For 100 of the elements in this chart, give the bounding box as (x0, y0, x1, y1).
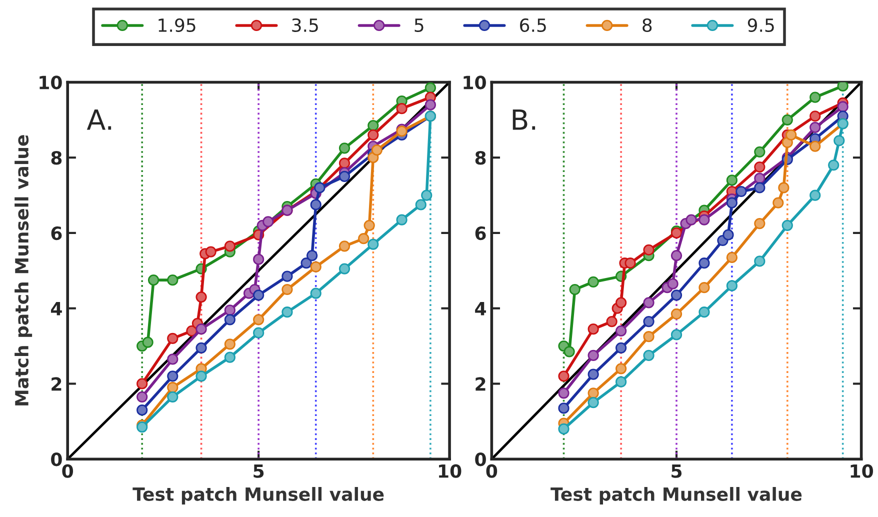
point (262, 216, 274, 228)
point (782, 220, 793, 231)
point (306, 250, 318, 262)
point (754, 256, 766, 267)
legend-label: 8 (642, 18, 652, 32)
point (810, 92, 821, 103)
legend-label: 3.5 (292, 18, 318, 32)
point (606, 316, 618, 328)
point (786, 129, 797, 141)
point (196, 291, 207, 303)
point (224, 338, 236, 350)
point (810, 110, 821, 122)
point (282, 270, 293, 282)
point (338, 263, 350, 274)
point (142, 336, 154, 348)
point (368, 238, 379, 250)
point (224, 314, 236, 326)
point (196, 342, 207, 354)
y-axis-title: Match patch Munsell value (14, 135, 32, 406)
point (726, 280, 738, 292)
point (338, 170, 350, 182)
annotation: A. (86, 109, 112, 130)
point (167, 382, 178, 394)
point (670, 290, 682, 301)
y-tick-label: 10 (40, 76, 62, 90)
point (670, 250, 682, 262)
point (253, 327, 264, 338)
point (736, 186, 747, 198)
point (643, 316, 654, 328)
point (558, 402, 570, 414)
point (558, 370, 570, 382)
point (772, 197, 784, 208)
point (837, 82, 848, 92)
point (754, 146, 766, 158)
y-tick-label: 2 (52, 377, 62, 391)
y-tick-label: 8 (475, 151, 486, 165)
point (722, 229, 734, 240)
point (396, 214, 408, 226)
point (196, 370, 207, 382)
point (643, 331, 654, 342)
point (588, 388, 599, 399)
point (205, 246, 216, 258)
point (726, 252, 738, 264)
annotation: B. (512, 109, 536, 130)
point (167, 354, 178, 365)
point (558, 423, 570, 434)
point (167, 391, 178, 402)
point (282, 306, 293, 318)
legend-label: 5 (414, 18, 424, 32)
point (314, 182, 326, 194)
point (253, 254, 264, 265)
point (778, 182, 790, 194)
point (667, 278, 678, 290)
point (670, 308, 682, 320)
point (615, 297, 627, 308)
y-tick-label: 4 (50, 302, 62, 316)
point (300, 258, 312, 269)
y-tick-label: 0 (51, 452, 62, 466)
point (615, 342, 627, 354)
point (754, 172, 766, 184)
point (310, 288, 322, 299)
point (310, 199, 322, 210)
point (588, 350, 599, 362)
point (338, 240, 350, 252)
point (810, 140, 821, 152)
x-tick-label: 10 (439, 464, 462, 478)
point (310, 261, 322, 272)
point (368, 129, 379, 141)
point (782, 114, 793, 126)
x-tick-label: 5 (672, 464, 682, 478)
point (338, 142, 350, 154)
point (358, 233, 370, 244)
point (698, 306, 710, 318)
point (167, 370, 178, 382)
point (643, 350, 654, 362)
point (415, 199, 426, 210)
point (167, 274, 178, 286)
point (136, 404, 148, 416)
point (424, 99, 436, 110)
x-tick-label: 5 (254, 464, 264, 478)
point (338, 158, 350, 169)
legend-label: 9.5 (748, 18, 774, 32)
point (364, 220, 375, 231)
x-tick-label: 0 (486, 464, 498, 478)
point (167, 332, 178, 344)
point (754, 182, 766, 194)
x-axis-title: Test patch Munsell value (550, 486, 802, 504)
point (754, 218, 766, 230)
point (828, 160, 840, 171)
legend-label: 6.5 (520, 18, 546, 32)
point (371, 144, 383, 156)
point (224, 240, 236, 252)
y-tick-label: 2 (476, 377, 486, 391)
point (810, 122, 821, 133)
point (588, 276, 599, 288)
x-tick-label: 10 (850, 464, 874, 478)
point (424, 82, 436, 94)
point (726, 174, 738, 186)
point (224, 352, 236, 363)
x-tick-label: 0 (62, 464, 74, 478)
